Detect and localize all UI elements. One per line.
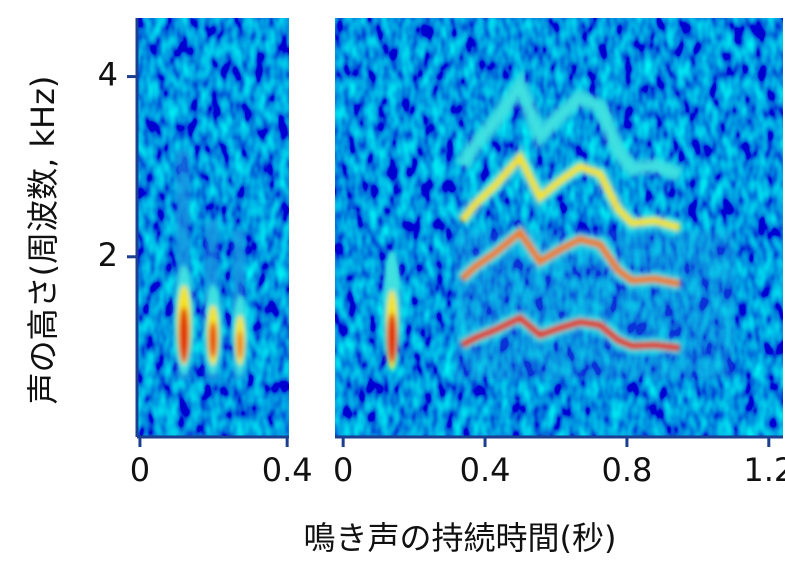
y-axis-label: 声の高さ(周波数, kHz): [24, 76, 62, 405]
x-tick-label: 0.4: [460, 451, 511, 489]
x-tick-label: 0: [333, 451, 353, 489]
x-tick-label: 0: [130, 451, 150, 489]
x-tick-label: 0.4: [262, 451, 313, 489]
x-axis-label: 鳴き声の持続時間(秒): [304, 519, 617, 557]
panel-left: [137, 18, 289, 437]
chart: 声の高さ(周波数, kHz) 鳴き声の持続時間(秒) 0 0.4 2 4 0 0.4 0.8…: [0, 0, 785, 563]
x-tick-label: 1.2: [743, 451, 785, 489]
y-tick-label: 2: [98, 236, 118, 274]
x-tick-label: 0.8: [601, 451, 652, 489]
y-tick-label: 4: [98, 56, 118, 94]
panel-right: [335, 18, 783, 437]
